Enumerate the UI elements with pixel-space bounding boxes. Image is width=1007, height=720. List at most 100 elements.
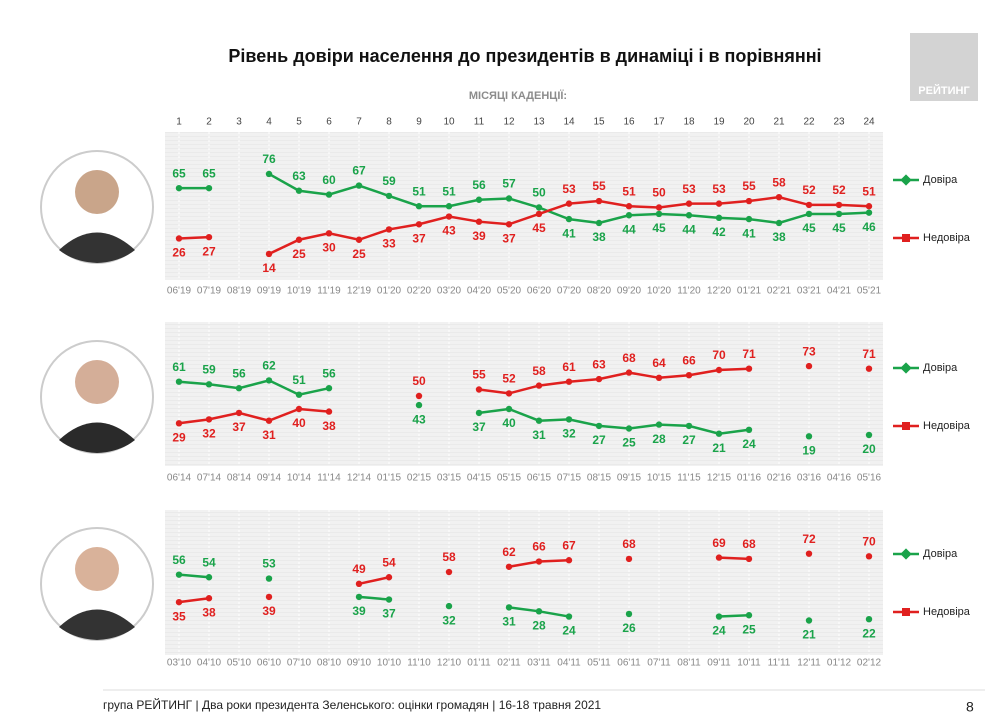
plot-area [165, 132, 883, 280]
x-tick-label: 07'14 [197, 473, 222, 484]
point [685, 422, 693, 430]
point [625, 555, 633, 563]
month-number: 17 [653, 117, 665, 128]
data-label: 20 [862, 442, 876, 456]
point [625, 425, 633, 432]
point [595, 197, 603, 205]
data-label: 26 [172, 246, 186, 260]
x-tick-label: 11'19 [317, 286, 341, 297]
data-label: 70 [712, 348, 726, 362]
point [715, 613, 723, 620]
x-tick-label: 10'19 [287, 286, 312, 297]
data-label: 32 [562, 427, 576, 441]
month-number: 3 [236, 117, 242, 128]
data-label: 56 [172, 553, 186, 567]
month-number: 7 [356, 117, 362, 128]
month-number: 8 [386, 117, 392, 128]
x-tick-label: 03'20 [437, 286, 462, 297]
x-tick-label: 01'15 [377, 473, 402, 484]
point [385, 596, 393, 603]
point [295, 391, 303, 398]
point [235, 385, 243, 392]
data-label: 31 [262, 428, 276, 442]
x-tick-label: 05'21 [857, 286, 882, 297]
data-label: 21 [802, 628, 816, 642]
legend-label: Недовіра [923, 420, 971, 432]
point [775, 219, 783, 227]
x-tick-label: 08'19 [227, 286, 252, 297]
point [505, 563, 513, 570]
point [505, 405, 513, 413]
data-label: 52 [802, 183, 816, 197]
data-label: 66 [532, 540, 546, 554]
data-label: 27 [682, 433, 696, 447]
data-label: 59 [202, 362, 216, 376]
point [715, 430, 723, 437]
data-label: 29 [172, 430, 186, 444]
point [265, 250, 273, 258]
point [775, 193, 783, 201]
data-label: 40 [292, 416, 306, 430]
month-number: 22 [803, 117, 815, 128]
x-tick-label: 03'16 [797, 473, 822, 484]
data-label: 51 [862, 184, 876, 198]
data-label: 24 [742, 437, 756, 451]
data-label: 73 [802, 344, 816, 358]
point [865, 203, 873, 210]
cadence-label: МІСЯЦІ КАДЕНЦІЇ: [469, 89, 567, 102]
point [805, 362, 813, 370]
x-tick-label: 03'15 [437, 473, 462, 484]
data-label: 25 [292, 247, 306, 261]
x-tick-label: 08'14 [227, 473, 252, 484]
point [535, 210, 543, 218]
point [205, 381, 213, 388]
data-label: 38 [772, 230, 786, 244]
point [625, 212, 633, 219]
x-tick-label: 09'10 [347, 658, 372, 669]
point [535, 417, 543, 424]
point [835, 201, 843, 209]
x-tick-label: 05'15 [497, 473, 522, 484]
data-label: 45 [802, 221, 816, 235]
data-label: 58 [532, 364, 546, 378]
point [535, 608, 543, 615]
data-label: 70 [862, 534, 876, 548]
data-label: 38 [592, 230, 606, 244]
data-label: 65 [202, 166, 216, 180]
point [445, 213, 453, 220]
month-number: 6 [326, 117, 332, 128]
x-tick-label: 10'10 [377, 658, 402, 669]
data-label: 51 [412, 184, 426, 198]
point [265, 170, 273, 178]
data-label: 28 [652, 432, 666, 446]
data-label: 30 [322, 240, 336, 254]
point [295, 236, 303, 243]
point [865, 553, 873, 560]
data-label: 61 [172, 360, 186, 374]
data-label: 25 [622, 436, 636, 450]
point [175, 235, 183, 242]
data-label: 44 [682, 222, 696, 236]
point [745, 365, 753, 372]
x-tick-label: 02'21 [767, 286, 792, 297]
legend-label: Довіра [923, 548, 958, 560]
month-number: 5 [296, 117, 302, 128]
x-tick-label: 07'15 [557, 473, 582, 484]
legend-label: Довіра [923, 174, 958, 186]
x-tick-label: 08'10 [317, 658, 342, 669]
point [625, 203, 633, 210]
point [475, 218, 483, 225]
x-tick-label: 12'19 [347, 286, 372, 297]
data-label: 55 [742, 179, 756, 193]
x-tick-label: 01'11 [467, 658, 491, 669]
x-tick-label: 09'14 [257, 473, 282, 484]
x-tick-label: 11'10 [407, 658, 431, 669]
point [535, 558, 543, 565]
point [655, 204, 663, 211]
month-number: 2 [206, 117, 212, 128]
x-tick-label: 02'15 [407, 473, 432, 484]
point [415, 203, 423, 210]
data-label: 31 [532, 428, 546, 442]
point [415, 221, 423, 228]
point [505, 221, 513, 228]
